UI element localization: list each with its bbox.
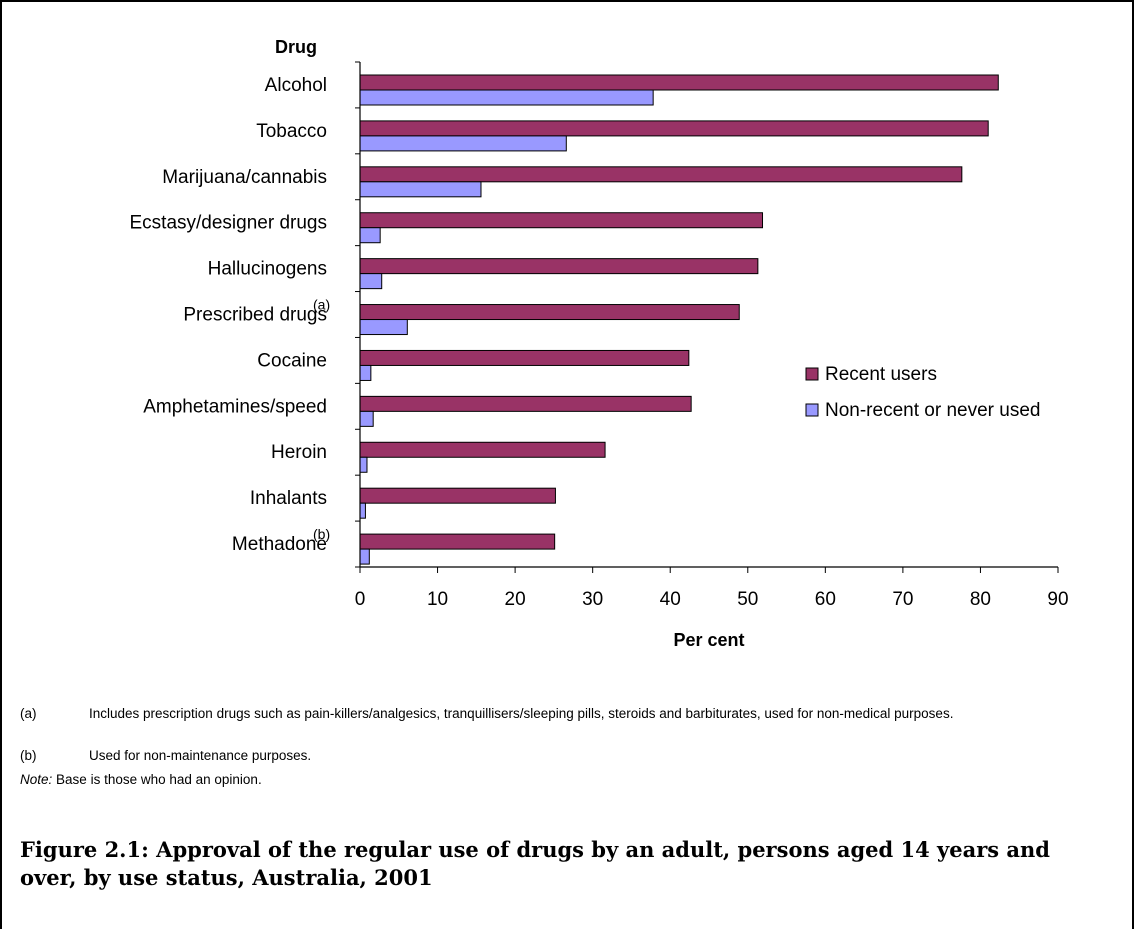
- y-axis-title: Drug: [275, 37, 317, 57]
- bar-non-recent: [359, 181, 482, 198]
- category-label: Amphetamines/speed: [143, 396, 327, 417]
- x-tick-label: 0: [355, 589, 366, 610]
- bar-non-recent: [359, 548, 370, 565]
- bar-recent-users: [359, 395, 692, 412]
- bar-recent-users: [359, 441, 606, 458]
- footnote-b-marker: (b): [20, 748, 37, 763]
- x-tick-label: 10: [427, 589, 448, 610]
- bar-non-recent: [359, 502, 366, 519]
- bar-non-recent: [359, 89, 654, 106]
- category-footnote-marker: (a): [313, 297, 330, 313]
- legend-swatch: [805, 367, 819, 381]
- legend-label: Non-recent or never used: [825, 400, 1040, 421]
- x-ticks: 0 10 20 30 40 50 60 70 80 90: [355, 61, 1069, 610]
- bar-non-recent: [359, 273, 383, 290]
- bar-recent-users: [359, 533, 556, 550]
- bar-recent-users: [359, 120, 989, 137]
- category-label: Cocaine: [257, 350, 327, 371]
- bar-recent-users: [359, 74, 999, 91]
- bar-non-recent: [359, 319, 408, 336]
- x-tick-label: 90: [1047, 589, 1068, 610]
- footnote-a-marker: (a): [20, 706, 37, 721]
- note-label: Note:: [20, 772, 53, 787]
- bar-chart: Drug Alcohol Tobacco Marijuana/cannabis Ecs…: [130, 37, 1069, 650]
- footnote-b-text: Used for non-maintenance purposes.: [89, 748, 312, 763]
- category-label: Methadone: [232, 534, 327, 555]
- legend-swatch: [805, 403, 819, 417]
- note: Note: Base is those who had an opinion.: [20, 772, 262, 787]
- x-tick-label: 50: [737, 589, 758, 610]
- category-label: Prescribed drugs: [183, 305, 327, 326]
- bar-non-recent: [359, 456, 368, 473]
- bars: [359, 74, 999, 565]
- bar-recent-users: [359, 166, 963, 183]
- category-label: Ecstasy/designer drugs: [130, 213, 328, 234]
- category-label: Tobacco: [256, 121, 327, 142]
- x-tick-label: 40: [660, 589, 681, 610]
- x-tick-label: 60: [815, 589, 836, 610]
- category-labels: Alcohol Tobacco Marijuana/cannabis Ecstasy/…: [130, 75, 331, 555]
- category-footnote-marker: (b): [313, 526, 330, 542]
- x-tick-label: 20: [505, 589, 526, 610]
- category-label: Marijuana/cannabis: [162, 167, 327, 188]
- category-label: Heroin: [271, 442, 327, 463]
- bar-recent-users: [359, 349, 690, 366]
- x-tick-label: 70: [892, 589, 913, 610]
- legend-label: Recent users: [825, 364, 937, 385]
- bar-non-recent: [359, 410, 374, 427]
- x-tick-label: 80: [970, 589, 991, 610]
- bar-recent-users: [359, 487, 556, 504]
- footnote-a-text: Includes prescription drugs such as pain…: [89, 706, 954, 721]
- bar-non-recent: [359, 227, 381, 244]
- figure-caption: Figure 2.1: Approval of the regular use …: [20, 837, 1050, 890]
- bar-non-recent: [359, 135, 567, 152]
- x-tick-label: 30: [582, 589, 603, 610]
- category-label: Hallucinogens: [208, 259, 327, 280]
- legend: Recent users Non-recent or never used: [805, 364, 1040, 421]
- note-text: Base is those who had an opinion.: [56, 772, 262, 787]
- bar-recent-users: [359, 212, 764, 229]
- bar-recent-users: [359, 258, 759, 275]
- category-label: Alcohol: [265, 75, 327, 96]
- bar-non-recent: [359, 364, 372, 381]
- bar-recent-users: [359, 304, 740, 321]
- category-label: Inhalants: [250, 488, 327, 509]
- x-axis-title: Per cent: [673, 630, 744, 650]
